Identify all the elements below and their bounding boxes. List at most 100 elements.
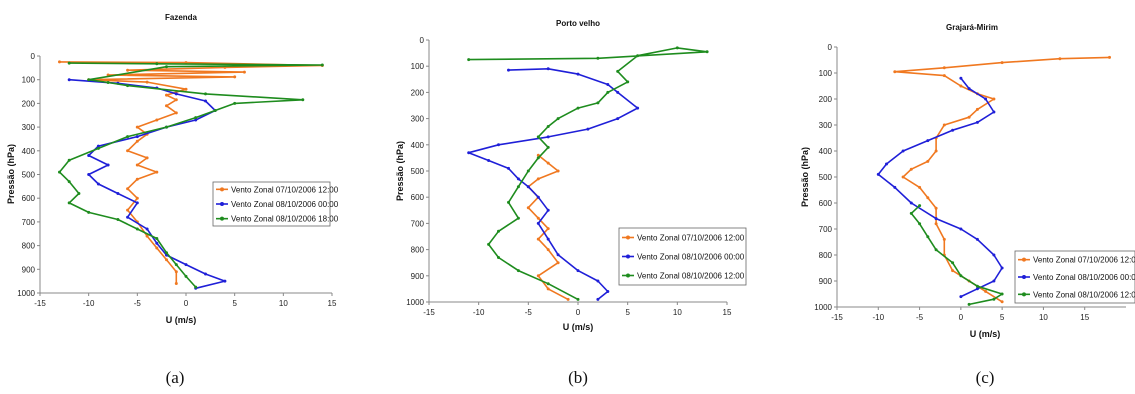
data-point xyxy=(174,92,178,96)
data-point xyxy=(951,269,955,273)
data-point xyxy=(616,90,620,94)
series-line xyxy=(877,77,1003,298)
legend-entry: Vento Zonal 08/10/2006 00:00 xyxy=(231,200,339,209)
data-point xyxy=(145,234,149,238)
series-1 xyxy=(526,153,570,301)
data-point xyxy=(606,290,610,293)
data-point xyxy=(546,227,550,231)
data-point xyxy=(174,98,178,102)
data-point xyxy=(126,187,130,191)
x-tick-label: 15 xyxy=(723,308,732,317)
data-point xyxy=(959,76,963,80)
data-point xyxy=(984,97,988,101)
data-point xyxy=(556,261,560,265)
x-tick-label: -10 xyxy=(873,313,885,322)
series-3 xyxy=(909,204,1004,306)
data-point xyxy=(566,297,570,301)
y-tick-label: 600 xyxy=(22,194,36,203)
data-point xyxy=(106,163,110,167)
data-point xyxy=(497,143,500,147)
data-point xyxy=(155,62,159,66)
data-point xyxy=(606,83,610,86)
y-tick-label: 800 xyxy=(411,246,425,255)
data-point xyxy=(96,144,100,148)
data-point xyxy=(135,139,139,143)
data-point xyxy=(992,297,996,301)
legend-entry: Vento Zonal 07/10/2006 12:00 xyxy=(231,185,339,194)
data-point xyxy=(145,156,149,160)
data-point xyxy=(967,87,971,91)
data-point xyxy=(194,116,198,120)
data-point xyxy=(126,68,130,72)
data-point xyxy=(576,106,580,110)
data-point xyxy=(67,201,71,205)
data-point xyxy=(942,237,946,241)
y-tick-label: 200 xyxy=(411,88,425,97)
data-point xyxy=(876,172,880,176)
data-point xyxy=(992,279,996,283)
x-tick-label: -15 xyxy=(34,299,46,308)
panel-caption: (c) xyxy=(976,368,995,387)
data-point xyxy=(96,182,100,186)
data-point xyxy=(536,177,540,181)
y-tick-label: 0 xyxy=(31,52,36,61)
data-point xyxy=(155,241,159,245)
data-point xyxy=(106,81,110,84)
y-tick-label: 900 xyxy=(22,265,36,274)
y-tick-label: 600 xyxy=(819,199,833,208)
data-point xyxy=(909,211,913,215)
legend-swatch-marker xyxy=(1022,257,1026,262)
data-point xyxy=(204,272,207,276)
legend: Vento Zonal 07/10/2006 12:00 Vento Zonal … xyxy=(618,227,747,286)
data-point xyxy=(1000,266,1004,270)
x-tick-label: 5 xyxy=(232,299,237,308)
legend-swatch-marker xyxy=(220,202,224,206)
data-point xyxy=(626,80,630,84)
x-tick-label: 0 xyxy=(959,313,964,322)
data-point xyxy=(497,256,500,259)
y-tick-label: 900 xyxy=(411,272,425,281)
data-point xyxy=(155,246,159,250)
data-point xyxy=(576,72,580,76)
data-point xyxy=(301,98,305,102)
x-tick-label: -15 xyxy=(423,308,435,317)
data-point xyxy=(526,169,530,173)
data-point xyxy=(135,177,139,181)
y-tick-label: 200 xyxy=(22,99,36,108)
x-tick-label: 15 xyxy=(328,299,337,308)
data-point xyxy=(1000,300,1004,304)
legend-entry: Vento Zonal 08/10/2006 12:00 xyxy=(1033,290,1135,299)
data-point xyxy=(975,120,979,124)
data-point xyxy=(909,201,913,205)
data-point xyxy=(165,104,168,108)
data-point xyxy=(934,248,938,252)
data-point xyxy=(507,68,510,72)
data-point xyxy=(576,297,580,301)
chart-title: Porto velho xyxy=(556,19,600,28)
y-tick-label: 500 xyxy=(411,167,425,176)
data-point xyxy=(606,90,610,94)
x-tick-label: -5 xyxy=(916,313,924,322)
series-line xyxy=(69,78,226,290)
legend-box xyxy=(618,227,747,286)
data-point xyxy=(596,279,600,283)
data-point xyxy=(546,237,550,241)
x-tick-label: 10 xyxy=(1039,313,1048,322)
data-point xyxy=(1000,61,1004,65)
data-point xyxy=(165,93,168,97)
legend-entry: Vento Zonal 08/10/2006 00:00 xyxy=(637,253,745,262)
data-point xyxy=(77,192,81,195)
data-point xyxy=(556,117,560,121)
data-point xyxy=(487,242,491,246)
data-point xyxy=(975,287,979,291)
data-point xyxy=(909,167,913,171)
data-point xyxy=(926,139,930,143)
data-point xyxy=(507,200,510,204)
data-point xyxy=(536,237,540,241)
data-point xyxy=(918,185,922,189)
chart-title: Fazenda xyxy=(165,13,198,22)
data-point xyxy=(87,173,91,176)
y-axis-label: Pressão (hPa) xyxy=(6,144,16,204)
data-point xyxy=(184,274,188,278)
